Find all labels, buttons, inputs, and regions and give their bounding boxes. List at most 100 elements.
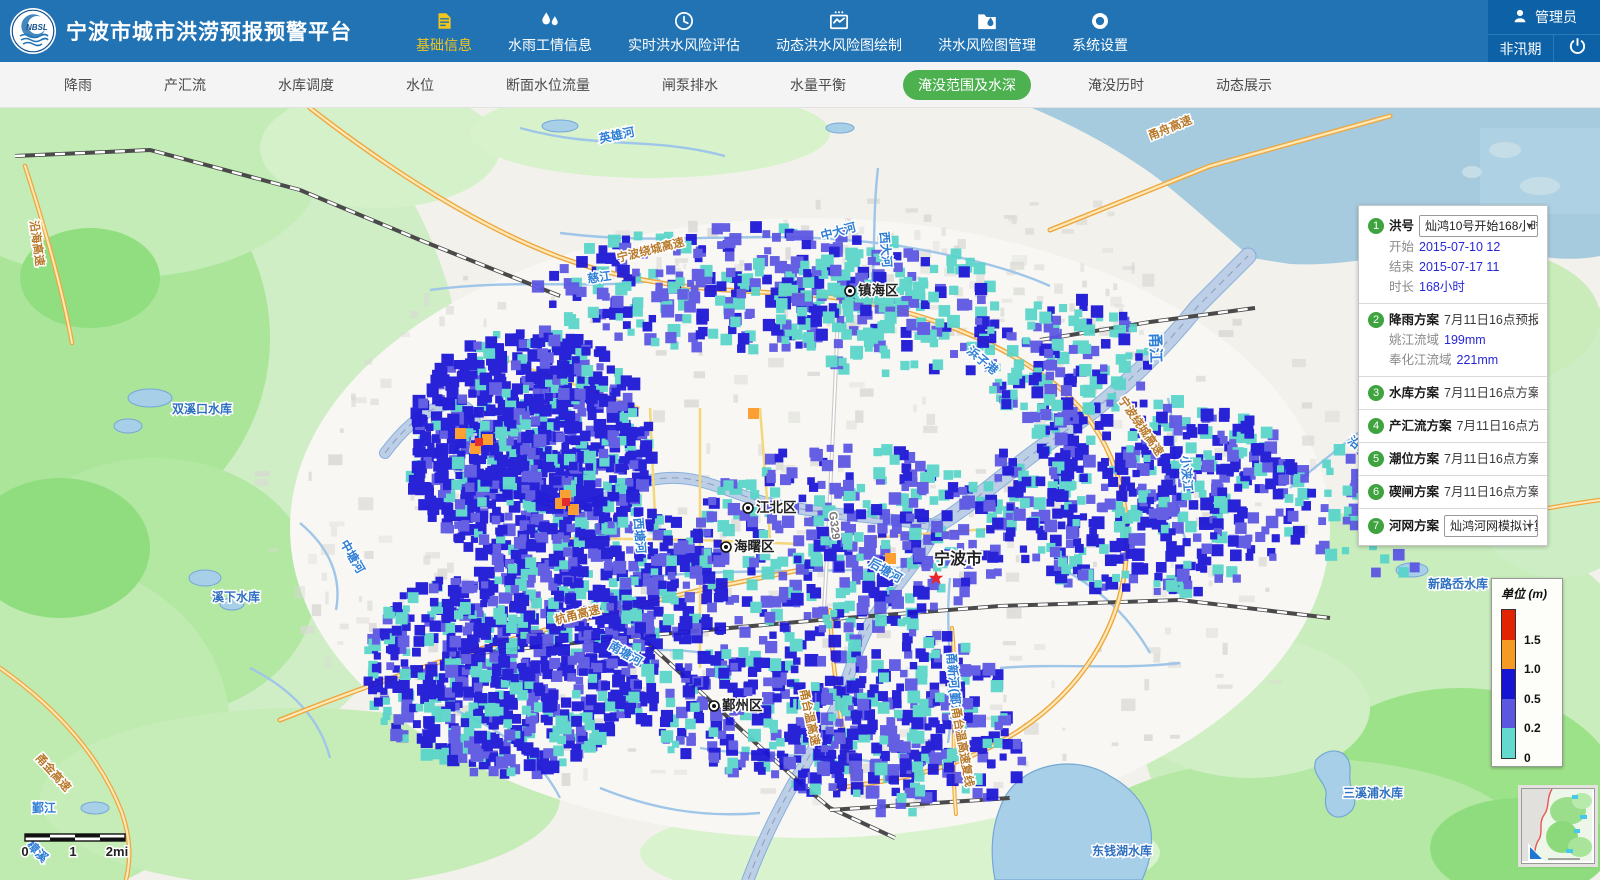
depth-legend: 单位 (m) 1.5 1.0 0.5 0.2 0 — [1491, 578, 1563, 767]
user-menu[interactable]: 管理员 — [1488, 0, 1600, 35]
legend-title: 单位 (m) — [1501, 587, 1548, 601]
panel-divider — [1359, 442, 1547, 443]
detail-label: 奉化江流域 — [1389, 353, 1452, 367]
tab-7[interactable]: 水量平衡 — [790, 76, 846, 93]
section-detail: 开始 2015-07-10 12 — [1368, 237, 1538, 257]
tab-2[interactable]: 产汇流 — [164, 76, 206, 93]
power-icon — [1568, 37, 1587, 61]
user-box: 管理员 非汛期 — [1488, 0, 1600, 62]
section-detail: 姚江流域 199mm — [1368, 330, 1538, 350]
brand: NBSL 宁波市城市洪涝预报预警平台 — [10, 8, 352, 54]
water-label: 西塘河 — [631, 517, 649, 554]
section-number-badge: 6 — [1368, 484, 1384, 500]
legend-tick-label: 1.5 — [1524, 632, 1541, 647]
water-drops-icon — [539, 8, 561, 32]
gear-icon — [1089, 8, 1111, 32]
section-number-badge: 5 — [1368, 451, 1384, 467]
district-label: 海曙区 — [734, 538, 775, 554]
logo-icon: NBSL — [10, 8, 56, 54]
user-icon — [1511, 7, 1529, 28]
detail-label: 结束 — [1389, 260, 1415, 274]
panel-section-产汇流方案: 4 产汇流方案 7月11日16点方案 — [1368, 416, 1538, 436]
legend-segment — [1502, 728, 1515, 758]
panel-section-河网方案: 7 河网方案 灿鸿河网模拟计算 ▼ — [1368, 515, 1538, 537]
tab-9[interactable]: 淹没历时 — [1088, 76, 1144, 93]
section-detail: 奉化江流域 221mm — [1368, 350, 1538, 370]
district-label: 鄞州区 — [722, 697, 763, 713]
nav-item-label: 洪水风险图管理 — [938, 36, 1036, 53]
section-number-badge: 4 — [1368, 418, 1384, 434]
nav-item-5[interactable]: 洪水风险图管理 — [920, 0, 1054, 62]
tab-10[interactable]: 动态展示 — [1216, 76, 1272, 93]
legend-segment — [1502, 669, 1515, 699]
section-name: 水库方案 — [1389, 386, 1440, 400]
nav-item-label: 基础信息 — [416, 36, 472, 53]
section-name: 河网方案 — [1389, 519, 1440, 533]
chevron-down-icon: ▼ — [1525, 521, 1534, 531]
detail-value: 2015-07-10 12 — [1419, 240, 1501, 254]
nav-item-4[interactable]: 动态洪水风险图绘制 — [758, 0, 920, 62]
scale-label: 2mi — [106, 844, 128, 859]
river-network-select[interactable]: 灿鸿河网模拟计算 ▼ — [1444, 515, 1538, 537]
legend-color-bar: 1.5 1.0 0.5 0.2 0 — [1501, 609, 1541, 765]
tab-6[interactable]: 闸泵排水 — [662, 76, 718, 93]
dynamic-chart-icon — [828, 8, 850, 32]
logout-button[interactable] — [1554, 35, 1600, 62]
section-value: 7月11日16点方案 — [1444, 386, 1538, 400]
water-label: 慈江 — [586, 268, 612, 286]
panel-divider — [1359, 409, 1547, 410]
nav-item-2[interactable]: 水雨工情信息 — [490, 0, 610, 62]
panel-section-降雨方案: 2 降雨方案 7月11日16点预报 姚江流域 199mm 奉化江流域 221mm — [1368, 310, 1538, 370]
nav-item-label: 动态洪水风险图绘制 — [776, 36, 902, 53]
detail-label: 姚江流域 — [1389, 333, 1440, 347]
section-value: 7月11日16点方案 — [1456, 419, 1538, 433]
water-label: 小浃江 — [1178, 455, 1196, 492]
select-value: 灿鸿河网模拟计算 — [1450, 519, 1538, 533]
tab-1[interactable]: 降雨 — [64, 76, 92, 93]
svg-text:NBSL: NBSL — [26, 23, 48, 32]
reservoir-label: 新路岙水库 — [1428, 576, 1488, 591]
reservoir-label: 双溪口水库 — [172, 401, 232, 416]
panel-section-潮位方案: 5 潮位方案 7月11日16点方案 — [1368, 449, 1538, 469]
map-canvas[interactable]: 英雄河慈江中大河西大河甬江浜子港小浃江沿山大河后塘河西塘河中塘河南塘河甬新河(鄞… — [0, 18, 1600, 880]
tab-3[interactable]: 水库调度 — [278, 76, 334, 93]
panel-divider — [1359, 303, 1547, 304]
detail-value: 2015-07-17 11 — [1419, 260, 1500, 274]
reservoir-label: 三溪浦水库 — [1343, 785, 1403, 800]
tab-5[interactable]: 断面水位流量 — [506, 76, 590, 93]
season-mode-button[interactable]: 非汛期 — [1488, 35, 1554, 62]
folder-map-icon — [976, 8, 998, 32]
tab-8[interactable]: 淹没范围及水深 — [903, 69, 1031, 100]
legend-segment — [1502, 639, 1515, 670]
nav-item-label: 系统设置 — [1072, 36, 1128, 53]
main-nav: 基础信息 水雨工情信息 实时洪水风险评估 动态洪水风险图绘制 洪水风险图管理 系统设置 — [398, 0, 1146, 62]
district-label: 江北区 — [756, 499, 797, 515]
user-name: 管理员 — [1535, 9, 1577, 25]
info-doc-icon — [433, 8, 455, 32]
subnav: 降雨 产汇流 水库调度 水位 断面水位流量 闸泵排水 水量平衡 淹没范围及水深 淹没历时 动态展示 — [0, 62, 1600, 108]
nav-item-6[interactable]: 系统设置 — [1054, 0, 1146, 62]
road-label: G329 — [826, 511, 841, 540]
panel-section-洪号: 1 洪号 灿鸿10号开始168小时 ▼ 开始 2015-07-10 12 结束 2015-07… — [1368, 215, 1538, 297]
city-label: 宁波市 — [934, 549, 982, 568]
reservoir-label: 溪下水库 — [212, 589, 260, 604]
section-value: 7月11日16点预报 — [1444, 313, 1538, 327]
nav-item-1[interactable]: 基础信息 — [398, 0, 490, 62]
tab-4[interactable]: 水位 — [406, 76, 434, 93]
overview-minimap[interactable] — [1518, 785, 1598, 867]
section-number-badge: 1 — [1368, 218, 1384, 234]
flood-event-select[interactable]: 灿鸿10号开始168小时 ▼ — [1419, 215, 1538, 237]
detail-label: 开始 — [1389, 240, 1415, 254]
legend-segment — [1502, 698, 1515, 729]
section-value: 7月11日16点方案 — [1444, 452, 1538, 466]
scale-label: 1 — [69, 844, 76, 859]
water-label: 西大河 — [877, 231, 895, 268]
section-name: 洪号 — [1389, 219, 1415, 233]
panel-divider — [1359, 508, 1547, 509]
nav-item-3[interactable]: 实时洪水风险评估 — [610, 0, 758, 62]
reservoir-label: 东钱湖水库 — [1092, 843, 1152, 858]
section-number-badge: 2 — [1368, 312, 1384, 328]
section-value: 7月11日16点方案 — [1444, 485, 1538, 499]
section-detail: 结束 2015-07-17 11 — [1368, 257, 1538, 277]
